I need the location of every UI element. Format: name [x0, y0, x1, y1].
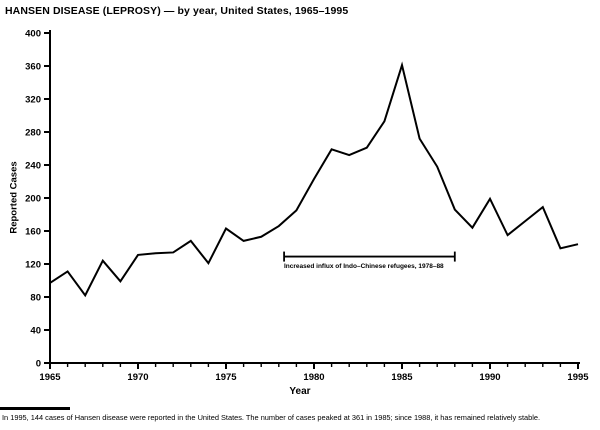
axes [49, 30, 580, 364]
annotation-bracket [283, 251, 456, 262]
x-tick-label: 1970 [127, 372, 148, 383]
y-tick-label: 400 [25, 29, 41, 40]
y-tick-label: 40 [30, 326, 41, 337]
x-tick-label: 1965 [39, 372, 61, 383]
y-tick-label: 80 [30, 293, 41, 304]
x-axis-ticks: 1965 1970 1975 1980 1985 1990 1995 [39, 363, 589, 383]
y-tick-label: 320 [25, 95, 41, 106]
x-axis-title: Year [289, 386, 311, 397]
data-line [49, 61, 579, 298]
chart-title: HANSEN DISEASE (LEPROSY) — by year, Unit… [5, 5, 349, 17]
y-tick-label: 0 [36, 359, 41, 370]
x-tick-label: 1975 [215, 372, 237, 383]
x-tick-label: 1985 [391, 372, 413, 383]
y-axis-title: Reported Cases [8, 161, 20, 234]
y-tick-label: 160 [25, 227, 41, 238]
x-tick-label: 1990 [479, 372, 500, 383]
footnote: In 1995, 144 cases of Hansen disease wer… [2, 413, 541, 422]
y-tick-label: 240 [25, 161, 41, 172]
y-tick-label: 280 [25, 128, 41, 139]
y-axis-ticks: 0 40 80 120 160 200 240 280 320 360 400 [25, 29, 50, 370]
y-tick-label: 360 [25, 62, 41, 73]
x-tick-label: 1980 [303, 372, 324, 383]
footnote-rule [0, 407, 70, 410]
y-tick-label: 200 [25, 194, 41, 205]
y-tick-label: 120 [25, 260, 41, 271]
annotation-label: Increased influx of Indo–Chinese refugee… [284, 263, 444, 270]
x-tick-label: 1995 [567, 372, 589, 383]
